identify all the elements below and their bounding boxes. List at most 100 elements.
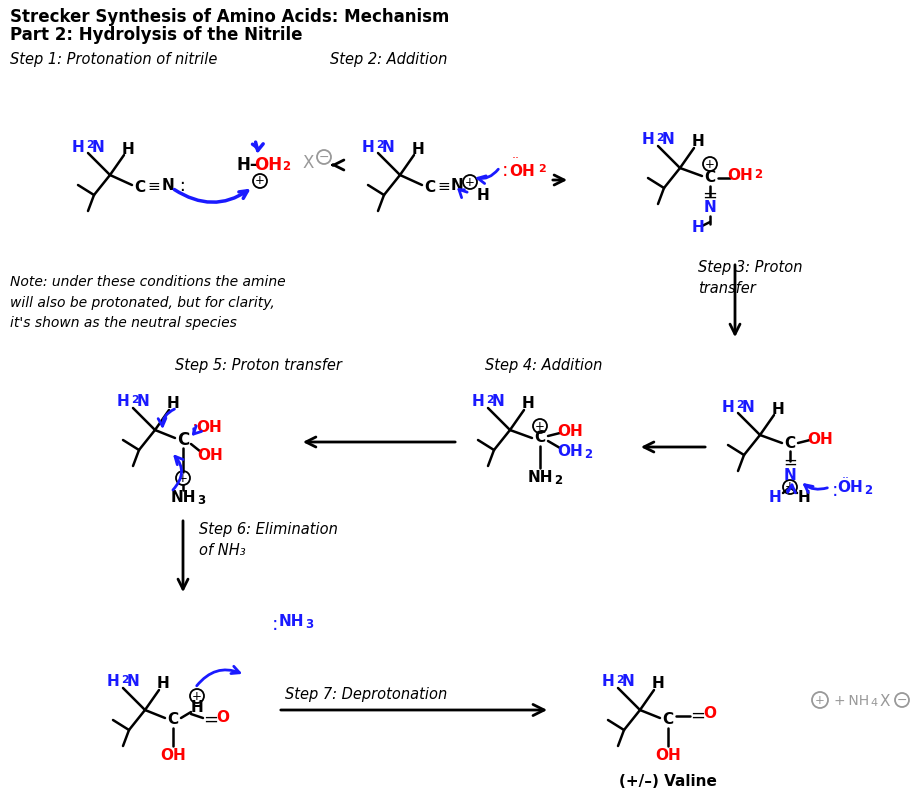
Text: OH: OH bbox=[807, 431, 833, 447]
Text: 3: 3 bbox=[305, 617, 313, 630]
Text: N: N bbox=[491, 394, 504, 410]
Text: =: = bbox=[703, 187, 717, 205]
Text: 4: 4 bbox=[870, 698, 877, 708]
Text: OH: OH bbox=[197, 420, 222, 436]
Text: OH: OH bbox=[557, 424, 583, 440]
Text: C: C bbox=[662, 713, 673, 727]
Text: C: C bbox=[135, 179, 146, 195]
Text: ≡: ≡ bbox=[147, 179, 160, 195]
Text: N: N bbox=[450, 178, 463, 192]
Text: =: = bbox=[691, 707, 705, 725]
Text: C: C bbox=[167, 713, 178, 727]
Text: H: H bbox=[190, 701, 203, 716]
Text: OH: OH bbox=[509, 163, 535, 179]
Text: H: H bbox=[692, 221, 704, 235]
Text: O: O bbox=[703, 706, 716, 722]
Text: H: H bbox=[477, 187, 490, 203]
Text: +: + bbox=[178, 472, 188, 485]
Text: Step 3: Proton
transfer: Step 3: Proton transfer bbox=[698, 260, 803, 296]
Text: H: H bbox=[722, 399, 734, 415]
Text: N: N bbox=[126, 675, 139, 689]
Text: 2: 2 bbox=[864, 483, 872, 496]
Text: NH: NH bbox=[170, 490, 196, 506]
Text: 2: 2 bbox=[282, 161, 290, 174]
Text: 2: 2 bbox=[584, 448, 592, 461]
Text: OH: OH bbox=[254, 156, 282, 174]
Text: N: N bbox=[381, 140, 394, 154]
Text: Step 5: Proton transfer: Step 5: Proton transfer bbox=[175, 358, 342, 373]
Text: H: H bbox=[798, 490, 811, 504]
Text: H: H bbox=[116, 394, 129, 410]
Text: X: X bbox=[302, 154, 314, 172]
Text: 2: 2 bbox=[736, 400, 743, 410]
Text: ≡: ≡ bbox=[438, 179, 450, 195]
Text: OH: OH bbox=[160, 748, 186, 764]
Text: 2: 2 bbox=[486, 395, 494, 405]
Text: H: H bbox=[769, 490, 782, 504]
Text: −: − bbox=[896, 693, 907, 706]
Text: N: N bbox=[136, 394, 149, 410]
Text: :: : bbox=[832, 481, 838, 499]
Text: C: C bbox=[784, 436, 795, 451]
Text: Step 7: Deprotonation: Step 7: Deprotonation bbox=[285, 688, 447, 702]
Text: H–: H– bbox=[237, 156, 259, 174]
Text: O: O bbox=[217, 710, 229, 726]
Text: 2: 2 bbox=[86, 140, 94, 150]
Text: H: H bbox=[122, 141, 135, 157]
Text: H: H bbox=[692, 134, 704, 149]
Text: 2: 2 bbox=[538, 164, 546, 174]
Text: H: H bbox=[652, 676, 664, 692]
Text: H: H bbox=[471, 394, 484, 410]
Text: ··: ·· bbox=[842, 473, 850, 486]
Text: H: H bbox=[521, 397, 534, 411]
Text: +: + bbox=[815, 693, 825, 706]
Text: N: N bbox=[662, 133, 674, 148]
Text: :: : bbox=[174, 177, 186, 195]
Text: 2: 2 bbox=[131, 395, 139, 405]
Text: + NH: + NH bbox=[834, 694, 869, 708]
Text: OH: OH bbox=[837, 481, 863, 495]
Text: +: + bbox=[255, 175, 265, 187]
Text: H: H bbox=[772, 402, 784, 416]
Text: ··: ·· bbox=[512, 153, 520, 166]
Text: H: H bbox=[361, 140, 374, 154]
Text: 2: 2 bbox=[121, 675, 129, 685]
Text: N: N bbox=[92, 140, 105, 154]
Text: +: + bbox=[535, 419, 545, 432]
Text: N: N bbox=[742, 399, 754, 415]
Text: 2: 2 bbox=[376, 140, 384, 150]
Text: H: H bbox=[642, 133, 654, 148]
Text: OH: OH bbox=[557, 444, 583, 460]
Text: Step 2: Addition: Step 2: Addition bbox=[330, 52, 448, 67]
Text: N: N bbox=[784, 468, 796, 482]
Text: N: N bbox=[162, 178, 175, 192]
Text: :: : bbox=[272, 616, 278, 634]
Text: C: C bbox=[177, 431, 189, 449]
Text: H: H bbox=[602, 675, 614, 689]
Text: +: + bbox=[785, 481, 795, 494]
Text: H: H bbox=[157, 676, 169, 692]
Text: X: X bbox=[880, 693, 891, 709]
Text: H: H bbox=[167, 397, 179, 411]
Text: OH: OH bbox=[655, 748, 681, 764]
Text: Step 6: Elimination
of NH₃: Step 6: Elimination of NH₃ bbox=[199, 522, 338, 558]
Text: 2: 2 bbox=[554, 473, 562, 486]
Text: N: N bbox=[622, 675, 634, 689]
Text: H: H bbox=[72, 140, 85, 154]
Text: +: + bbox=[705, 158, 715, 170]
Text: :: : bbox=[501, 161, 509, 179]
Text: Part 2: Hydrolysis of the Nitrile: Part 2: Hydrolysis of the Nitrile bbox=[10, 26, 302, 44]
Text: =: = bbox=[784, 454, 797, 472]
Text: H: H bbox=[106, 675, 119, 689]
Text: OH: OH bbox=[727, 169, 753, 183]
Text: +: + bbox=[192, 689, 202, 702]
Text: NH: NH bbox=[527, 470, 552, 486]
Text: C: C bbox=[534, 431, 546, 445]
Text: Strecker Synthesis of Amino Acids: Mechanism: Strecker Synthesis of Amino Acids: Mecha… bbox=[10, 8, 450, 26]
Text: NH: NH bbox=[278, 615, 304, 629]
Text: C: C bbox=[704, 170, 715, 186]
Text: Step 1: Protonation of nitrile: Step 1: Protonation of nitrile bbox=[10, 52, 217, 67]
Text: 2: 2 bbox=[656, 133, 664, 143]
Text: Step 4: Addition: Step 4: Addition bbox=[485, 358, 602, 373]
Text: =: = bbox=[204, 711, 218, 729]
